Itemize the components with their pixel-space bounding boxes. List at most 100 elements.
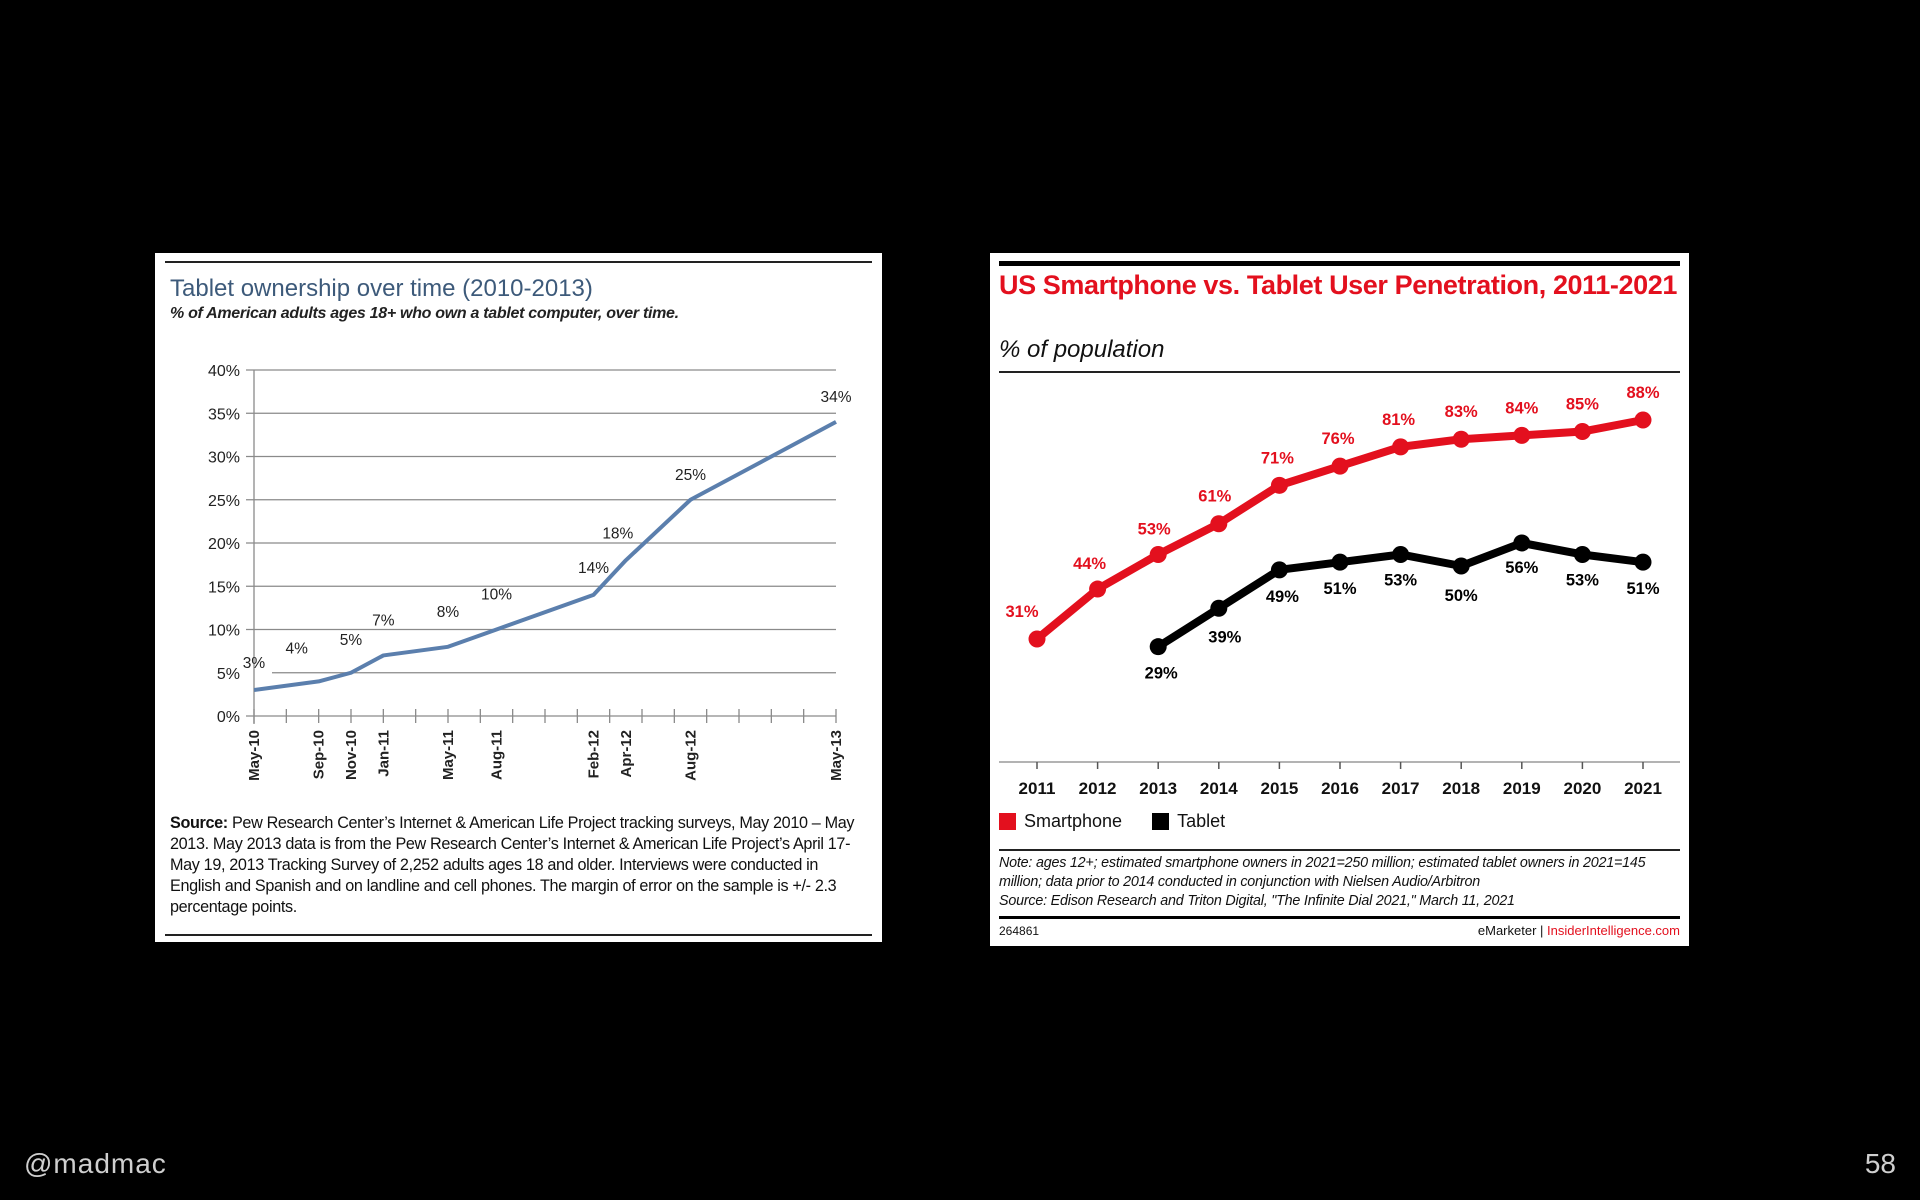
x-tick-label: Sep-10 [311, 730, 328, 779]
x-tick-label: 2012 [1079, 779, 1117, 798]
data-label: 4% [285, 640, 308, 657]
data-label-tablet: 51% [1626, 580, 1659, 598]
data-label-smartphone: 76% [1321, 430, 1354, 448]
data-label-tablet: 39% [1208, 628, 1241, 646]
y-tick-label: 40% [208, 363, 240, 380]
data-point-smartphone [1452, 430, 1470, 448]
data-point-smartphone [1028, 630, 1046, 648]
x-tick-label: May-13 [828, 730, 845, 781]
chart-id: 264861 [999, 924, 1040, 938]
left-chart-subtitle: % of American adults ages 18+ who own a … [170, 305, 679, 322]
y-tick-label: 20% [208, 536, 240, 553]
data-point-smartphone [1149, 545, 1167, 563]
x-tick-label: 2013 [1139, 779, 1177, 798]
data-point-smartphone [1210, 515, 1228, 533]
data-point-tablet [1331, 553, 1349, 571]
footer-rule [999, 916, 1680, 919]
x-tick-label: Jan-11 [375, 730, 392, 777]
data-label: 14% [578, 560, 609, 577]
x-tick-label: 2020 [1563, 779, 1601, 798]
data-label: 5% [340, 632, 363, 649]
left-chart-source: Source: Pew Research Center’s Internet &… [170, 813, 860, 918]
data-point-smartphone [1331, 457, 1349, 475]
series-line-tablet-ownership [253, 420, 837, 693]
right-chart-note: Note: ages 12+; estimated smartphone own… [999, 854, 1684, 911]
y-tick-label: 25% [208, 493, 240, 510]
data-label-smartphone: 85% [1566, 396, 1599, 414]
legend-swatch-tablet [1152, 813, 1170, 830]
data-label-tablet: 53% [1384, 571, 1417, 589]
data-label-tablet: 50% [1445, 587, 1478, 605]
right-chart-title: US Smartphone vs. Tablet User Penetratio… [999, 270, 1677, 300]
x-tick-label: Feb-12 [586, 730, 603, 778]
data-point-tablet [1149, 638, 1167, 656]
brand-emarketer: eMarketer [1477, 923, 1537, 938]
right-chart-panel: US Smartphone vs. Tablet User Penetratio… [990, 253, 1689, 946]
legend-label-smartphone: Smartphone [1024, 811, 1123, 831]
data-label-tablet: 56% [1505, 559, 1538, 577]
y-tick-label: 10% [208, 623, 240, 640]
legend-label-tablet: Tablet [1177, 811, 1226, 831]
y-tick-label: 30% [208, 450, 240, 467]
data-point-smartphone [1513, 426, 1531, 444]
data-point-tablet [1634, 553, 1652, 571]
x-tick-label: 2016 [1321, 779, 1359, 798]
x-tick-label: May-10 [246, 730, 263, 781]
y-tick-label: 0% [217, 709, 240, 726]
data-label: 25% [675, 467, 706, 484]
data-label: 3% [243, 655, 266, 672]
data-label-tablet: 49% [1266, 588, 1299, 606]
series-line-smartphone [1034, 416, 1644, 643]
data-point-smartphone [1270, 476, 1288, 494]
data-label: 8% [437, 604, 460, 621]
data-point-tablet [1392, 545, 1410, 563]
left-chart-plot: 0% 5% 10% 15% 20% 25% 30% 35% 40% May-10 Sep-10 Nov… [208, 363, 852, 781]
data-label-smartphone: 71% [1261, 449, 1294, 467]
data-label-smartphone: 31% [1005, 603, 1038, 621]
right-chart-subtitle: % of population [999, 336, 1165, 363]
legend-swatch-smartphone [999, 813, 1016, 830]
data-label-smartphone: 44% [1073, 555, 1106, 573]
top-rule [165, 261, 872, 263]
left-chart-panel: Tablet ownership over time (2010-2013) %… [155, 253, 882, 942]
y-tick-label: 35% [208, 406, 240, 423]
x-tick-label: Aug-12 [683, 730, 700, 781]
x-tick-label: 2017 [1382, 779, 1420, 798]
data-label: 7% [372, 612, 395, 629]
right-chart-legend: Smartphone Tablet [999, 811, 1225, 832]
data-label-smartphone: 83% [1445, 403, 1478, 421]
x-tick-label: Apr-12 [618, 730, 635, 778]
brand-insider-intelligence[interactable]: InsiderIntelligence.com [1547, 923, 1680, 938]
subtitle-rule [999, 371, 1680, 373]
source-text: Source: Edison Research and Triton Digit… [999, 893, 1515, 909]
page-number: 58 [1864, 1148, 1896, 1179]
x-tick-label: 2019 [1503, 779, 1541, 798]
data-label: 34% [820, 389, 851, 406]
x-tick-label: Aug-11 [489, 730, 506, 780]
y-tick-label: 15% [208, 579, 240, 596]
x-tick-label: 2014 [1200, 779, 1238, 798]
data-label-smartphone: 84% [1505, 399, 1538, 417]
data-label: 18% [602, 525, 633, 542]
note-rule [999, 849, 1680, 851]
data-point-tablet [1452, 557, 1470, 575]
data-label-tablet: 53% [1566, 571, 1599, 589]
source-label: Source: [170, 814, 228, 832]
x-tick-label: 2015 [1260, 779, 1298, 798]
right-chart-plot: 2011 2012 2013 2014 2015 2016 2017 2018 2019 2020… [999, 384, 1680, 798]
x-tick-label: 2021 [1624, 779, 1662, 798]
data-point-tablet [1210, 599, 1228, 617]
author-handle: @madmac [24, 1148, 167, 1179]
bottom-rule [165, 934, 872, 936]
data-point-smartphone [1634, 411, 1652, 429]
data-label-smartphone: 53% [1138, 520, 1171, 538]
brand-separator: | [1536, 923, 1548, 938]
data-point-smartphone [1089, 580, 1107, 598]
brand-footer: eMarketer | InsiderIntelligence.com [1478, 923, 1680, 938]
data-label-smartphone: 81% [1382, 411, 1415, 429]
data-point-smartphone [1392, 438, 1410, 456]
y-tick-label: 5% [217, 666, 240, 683]
top-rule [999, 261, 1680, 266]
source-text: Pew Research Center’s Internet & America… [170, 814, 855, 916]
data-label-tablet: 51% [1323, 580, 1356, 598]
